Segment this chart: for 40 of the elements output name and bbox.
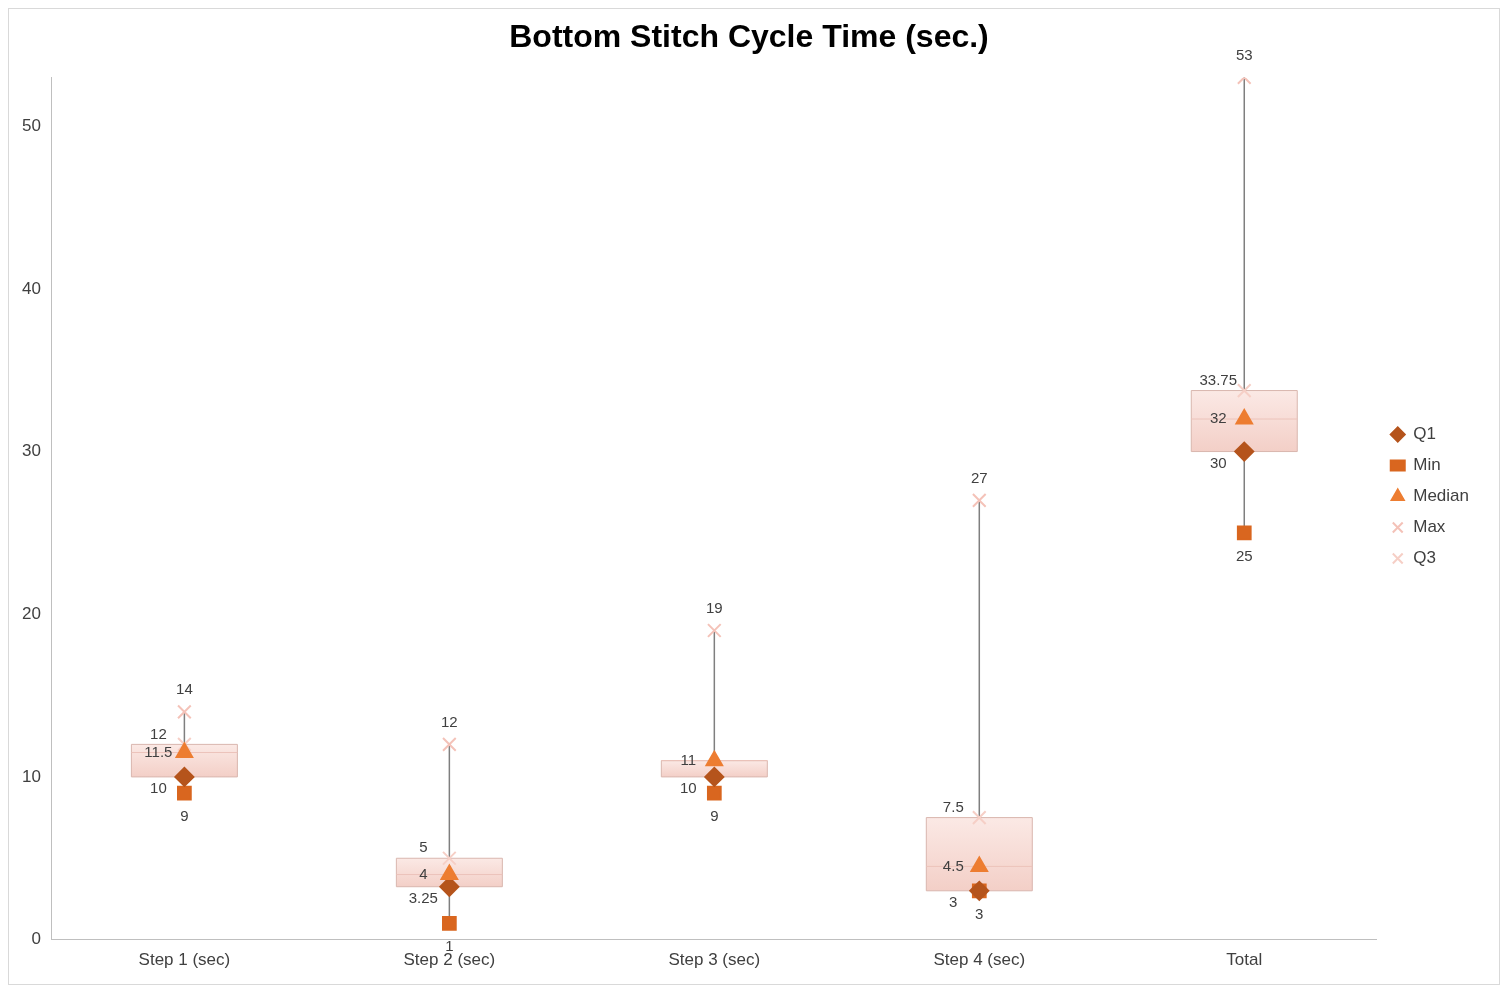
data-label: 53 [1235, 45, 1253, 63]
data-label: 27 [970, 468, 988, 486]
legend-label: Q1 [1413, 424, 1436, 444]
data-label: 9 [710, 807, 719, 825]
y-tick-label: 10 [21, 766, 41, 786]
y-tick-label: 0 [31, 929, 41, 949]
legend-label: Max [1413, 517, 1446, 537]
data-label: 3.25 [408, 888, 438, 906]
data-label: 10 [679, 779, 697, 797]
data-label: 12 [150, 724, 167, 742]
legend-label: Min [1413, 455, 1441, 475]
data-label: 25 [1235, 547, 1253, 565]
data-label: 4.5 [942, 856, 964, 874]
data-label: 32 [1209, 409, 1227, 427]
data-label: 33.75 [1199, 370, 1238, 388]
data-label: 12 [441, 712, 458, 730]
data-label: 3 [975, 904, 984, 922]
data-label: 11.5 [144, 742, 173, 760]
x-tick-label: Step 3 (sec) [668, 950, 761, 970]
legend-label: Q3 [1413, 548, 1436, 568]
x-tick-label: Step 4 (sec) [933, 950, 1026, 970]
data-label: 9 [180, 807, 189, 825]
data-label: 11 [680, 750, 697, 768]
y-tick-label: 20 [21, 603, 41, 623]
data-label: 30 [1209, 453, 1227, 471]
data-label: 5 [419, 838, 428, 856]
y-tick-label: 40 [21, 278, 41, 298]
data-label: 3 [949, 892, 958, 910]
data-label: 10 [150, 779, 167, 797]
data-label: 7.5 [942, 797, 964, 815]
legend-label: Median [1413, 486, 1470, 506]
x-tick-label: Step 1 (sec) [138, 950, 231, 970]
x-tick-label: Step 2 (sec) [403, 950, 496, 970]
data-label: 4 [419, 864, 428, 882]
data-label: 19 [705, 598, 723, 616]
chart-title: Bottom Stitch Cycle Time (sec.) [509, 18, 989, 55]
y-tick-label: 50 [21, 115, 41, 135]
data-label: 14 [176, 679, 193, 697]
x-tick-label: Total [1226, 950, 1263, 970]
y-tick-label: 30 [21, 441, 41, 461]
